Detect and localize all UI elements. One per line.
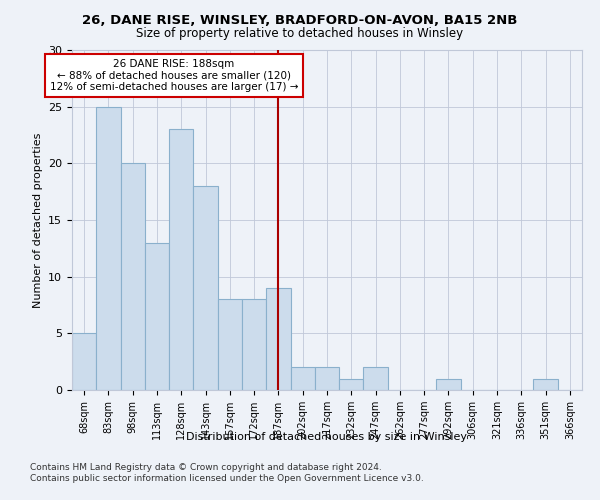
Bar: [242, 300, 266, 390]
Bar: [339, 378, 364, 390]
Bar: [193, 186, 218, 390]
Bar: [436, 378, 461, 390]
Bar: [145, 242, 169, 390]
Bar: [533, 378, 558, 390]
Text: Distribution of detached houses by size in Winsley: Distribution of detached houses by size …: [187, 432, 467, 442]
Text: 26 DANE RISE: 188sqm
← 88% of detached houses are smaller (120)
12% of semi-deta: 26 DANE RISE: 188sqm ← 88% of detached h…: [50, 59, 298, 92]
Bar: [218, 300, 242, 390]
Bar: [96, 106, 121, 390]
Bar: [315, 368, 339, 390]
Bar: [364, 368, 388, 390]
Bar: [169, 130, 193, 390]
Text: Size of property relative to detached houses in Winsley: Size of property relative to detached ho…: [136, 28, 464, 40]
Bar: [290, 368, 315, 390]
Y-axis label: Number of detached properties: Number of detached properties: [32, 132, 43, 308]
Bar: [266, 288, 290, 390]
Bar: [121, 164, 145, 390]
Text: 26, DANE RISE, WINSLEY, BRADFORD-ON-AVON, BA15 2NB: 26, DANE RISE, WINSLEY, BRADFORD-ON-AVON…: [82, 14, 518, 27]
Bar: [72, 334, 96, 390]
Text: Contains HM Land Registry data © Crown copyright and database right 2024.: Contains HM Land Registry data © Crown c…: [30, 462, 382, 471]
Text: Contains public sector information licensed under the Open Government Licence v3: Contains public sector information licen…: [30, 474, 424, 483]
